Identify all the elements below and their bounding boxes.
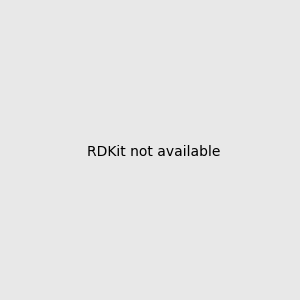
Text: RDKit not available: RDKit not available (87, 145, 220, 158)
